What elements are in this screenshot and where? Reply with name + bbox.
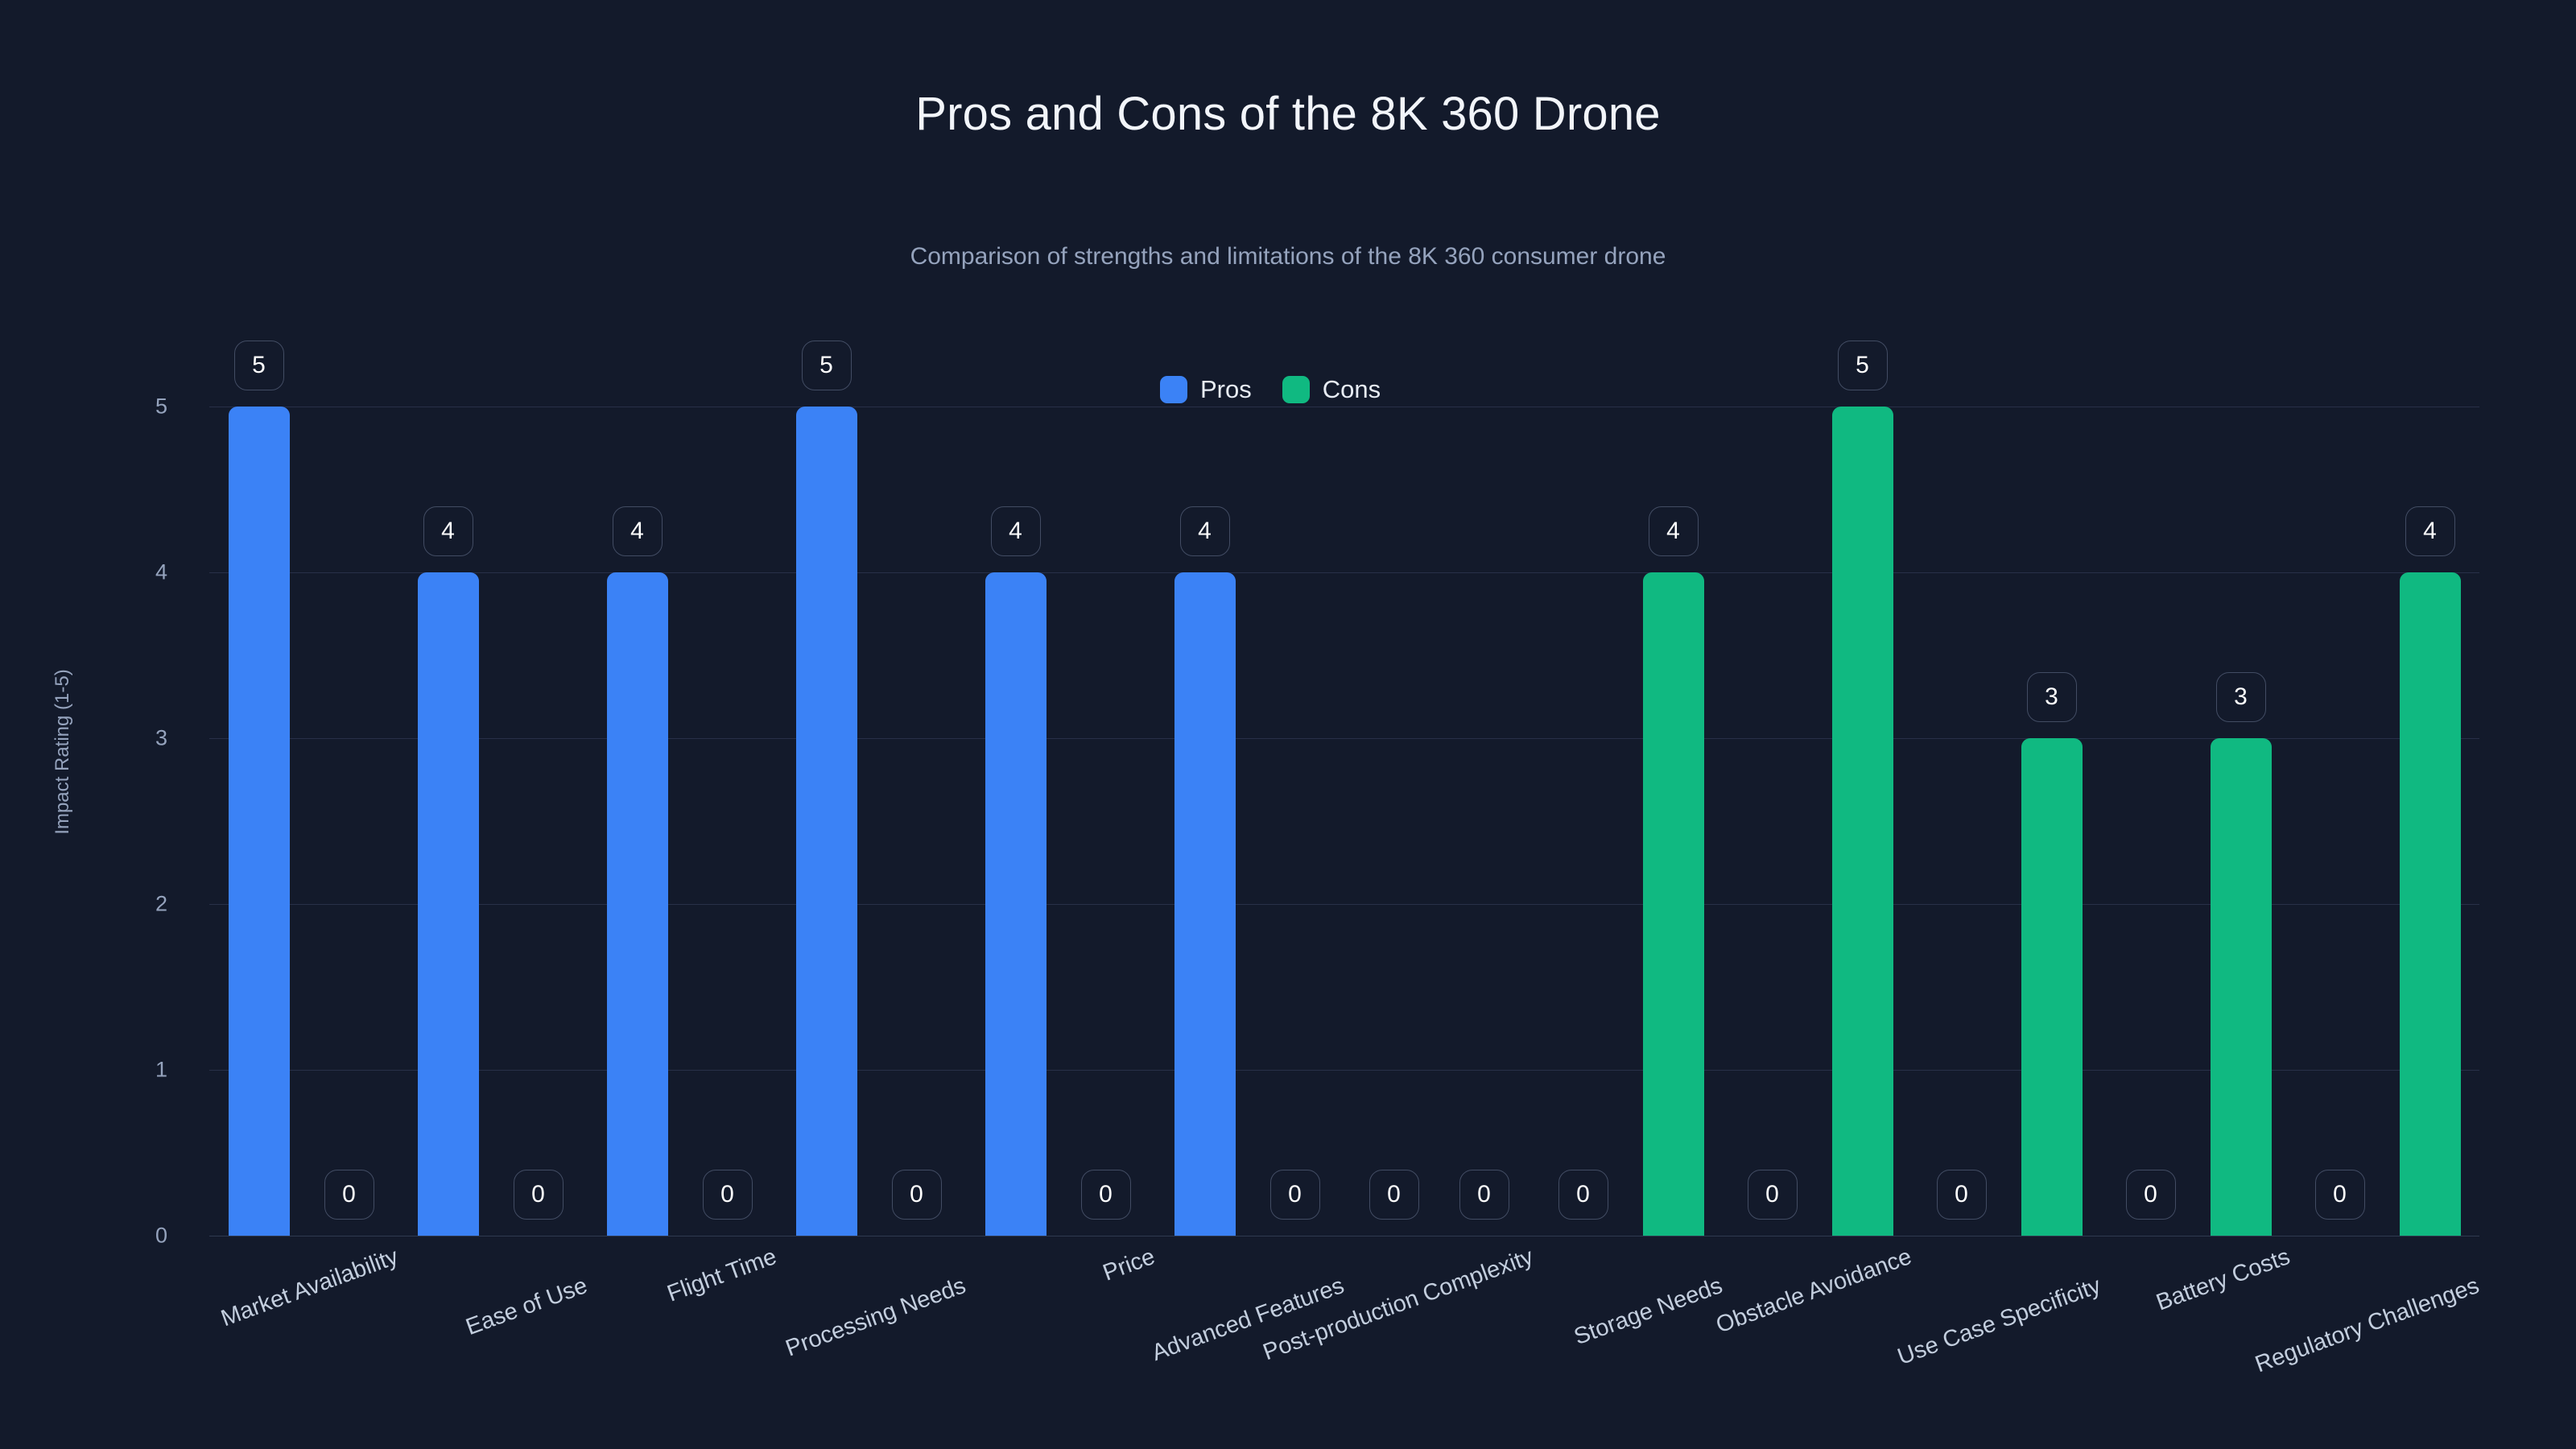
bar-pros[interactable] (417, 572, 479, 1236)
gridline (209, 1070, 2479, 1071)
y-axis-tick-label: 4 (155, 559, 167, 584)
y-axis-tick-label: 5 (155, 394, 167, 419)
bar-value-badge: 5 (801, 341, 852, 390)
legend-item-cons[interactable]: Cons (1282, 375, 1381, 404)
bar-value-badge: 3 (2215, 672, 2266, 722)
bar-value-badge: 4 (1648, 506, 1699, 556)
bar-value-badge: 4 (2405, 506, 2455, 556)
chart-subtitle: Comparison of strengths and limitations … (910, 243, 1666, 270)
x-axis-category-label: Use Case Specificity (1893, 1273, 2104, 1371)
x-axis-category-label: Flight Time (663, 1244, 780, 1307)
bar-value-badge: 0 (1936, 1170, 1987, 1220)
bar-value-badge: 0 (702, 1170, 753, 1220)
y-axis-title: Impact Rating (1-5) (52, 669, 73, 835)
bar-cons[interactable] (2210, 738, 2272, 1236)
bar-value-badge: 0 (1269, 1170, 1320, 1220)
gridline (209, 904, 2479, 905)
bar-pros[interactable] (228, 407, 290, 1236)
x-axis-category-label: Market Availability (217, 1244, 402, 1332)
x-axis-category-label: Price (1099, 1244, 1158, 1286)
bar-value-badge: 0 (324, 1170, 374, 1220)
chart-legend: Pros Cons (1160, 375, 1381, 404)
x-axis-category-label: Battery Costs (2152, 1244, 2293, 1316)
bar-value-badge: 4 (612, 506, 663, 556)
bar-cons[interactable] (2021, 738, 2083, 1236)
bar-value-badge: 0 (1558, 1170, 1608, 1220)
bar-value-badge: 4 (1179, 506, 1230, 556)
x-axis-category-label: Storage Needs (1570, 1273, 1726, 1351)
x-axis-category-label: Processing Needs (782, 1273, 969, 1362)
square-swatch (1160, 376, 1187, 403)
y-axis-tick-label: 0 (155, 1223, 167, 1248)
x-axis-category-label: Ease of Use (462, 1273, 591, 1341)
bar-cons[interactable] (1831, 407, 1893, 1236)
square-swatch (1282, 376, 1310, 403)
bar-cons[interactable] (1642, 572, 1704, 1236)
gridline (209, 738, 2479, 739)
y-axis-ticks: 0 1 2 3 4 5 (0, 394, 187, 1248)
chart-title: Pros and Cons of the 8K 360 Drone (915, 88, 1661, 140)
bar-value-badge: 3 (2026, 672, 2077, 722)
legend-label: Pros (1200, 375, 1252, 403)
bar-cons[interactable] (2399, 572, 2461, 1236)
legend-item-pros[interactable]: Pros (1160, 375, 1252, 404)
y-axis-tick-label: 3 (155, 725, 167, 750)
bar-value-badge: 0 (1459, 1170, 1509, 1220)
x-axis-category-label: Regulatory Challenges (2251, 1273, 2483, 1378)
legend-label: Cons (1322, 375, 1381, 403)
bar-pros[interactable] (1174, 572, 1236, 1236)
bar-value-badge: 5 (1837, 341, 1888, 390)
bar-value-badge: 4 (990, 506, 1041, 556)
bar-value-badge: 0 (2125, 1170, 2176, 1220)
y-axis-tick-label: 2 (155, 891, 167, 916)
bar-value-badge: 0 (1368, 1170, 1419, 1220)
bar-value-badge: 0 (2314, 1170, 2365, 1220)
bar-pros[interactable] (985, 572, 1046, 1236)
bar-value-badge: 0 (891, 1170, 942, 1220)
x-axis-labels: Market Availability Ease of Use Flight Tim… (0, 1236, 2576, 1445)
bar-value-badge: 5 (233, 341, 284, 390)
y-axis-tick-label: 1 (155, 1057, 167, 1082)
bar-value-badge: 0 (1080, 1170, 1131, 1220)
bar-value-badge: 0 (513, 1170, 564, 1220)
bar-value-badge: 4 (423, 506, 473, 556)
gridline (209, 572, 2479, 573)
bar-pros[interactable] (606, 572, 668, 1236)
bar-value-badge: 0 (1747, 1170, 1798, 1220)
bar-pros[interactable] (795, 407, 857, 1236)
x-axis-category-label: Obstacle Avoidance (1712, 1244, 1915, 1339)
